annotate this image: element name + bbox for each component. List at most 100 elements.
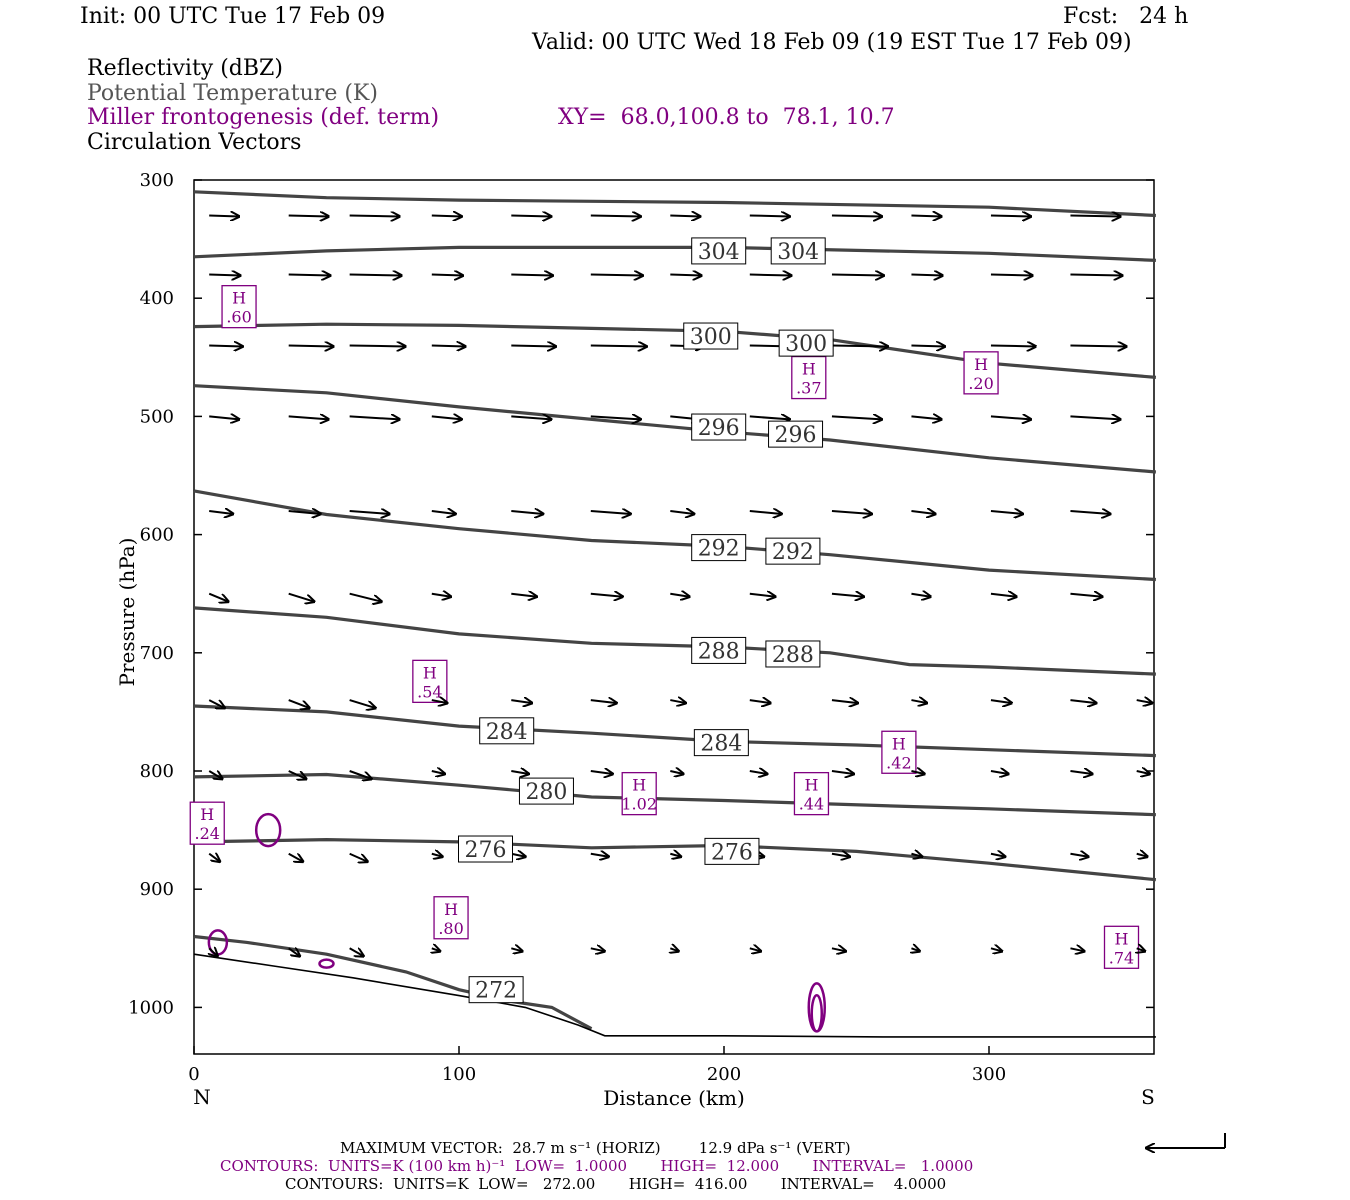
- circulation-vector: [1070, 771, 1092, 774]
- x-tick-label: 0: [188, 1064, 199, 1085]
- fg-max-symbol: H: [974, 355, 988, 374]
- contour-label-288: 288: [772, 643, 814, 668]
- contour-label-box: [770, 237, 826, 265]
- contour-label-280: 280: [525, 780, 567, 805]
- fg-max-value: .37: [796, 379, 821, 398]
- x-tick-label: 100: [442, 1064, 476, 1085]
- circulation-vector: [990, 416, 1031, 419]
- circulation-vector: [1070, 594, 1102, 597]
- circulation-vector: [209, 275, 240, 276]
- circulation-vector: [749, 948, 761, 951]
- circulation-vector: [431, 416, 462, 419]
- circulation-vector: [431, 854, 443, 857]
- contour-label-box: [765, 640, 821, 668]
- circulation-vector: [288, 592, 315, 602]
- fg-max-value: 1.02: [621, 795, 657, 814]
- circulation-vector: [670, 594, 689, 597]
- contour-label-box: [765, 537, 821, 565]
- fg-max-value: .44: [799, 795, 824, 814]
- contour-label-box: [691, 237, 747, 265]
- theta-contour-caption: CONTOURS: UNITS=K LOW= 272.00 HIGH= 416.…: [285, 1175, 947, 1193]
- circulation-vector: [749, 416, 790, 419]
- circulation-vector: [1070, 416, 1120, 419]
- circulation-vector: [670, 215, 700, 216]
- init-time: Init: 00 UTC Tue 17 Feb 09: [80, 4, 386, 29]
- circulation-vector: [990, 854, 1005, 857]
- circulation-vector: [288, 511, 321, 514]
- circulation-vector: [511, 948, 522, 951]
- circulation-vector: [511, 594, 537, 597]
- y-tick-label: 900: [140, 879, 174, 900]
- theta-contour-288: [193, 606, 1156, 676]
- circulation-vector: [349, 345, 406, 346]
- circulation-vector: [1136, 700, 1153, 703]
- fg-max-value: .60: [226, 308, 251, 327]
- circulation-vector: [670, 854, 681, 857]
- y-tick-label: 400: [140, 288, 174, 309]
- circulation-vector: [1137, 948, 1145, 951]
- circulation-vector: [911, 854, 922, 857]
- circulation-vector: [911, 416, 941, 419]
- circulation-vector: [831, 854, 850, 857]
- contour-label-300: 300: [785, 332, 827, 357]
- fg-max-symbol: H: [444, 900, 458, 919]
- y-tick-label: 600: [140, 525, 174, 546]
- fg-max-symbol: H: [423, 663, 437, 682]
- circulation-vector: [209, 416, 239, 419]
- contour-label-284: 284: [486, 720, 528, 745]
- circulation-vector: [749, 594, 776, 597]
- circulation-vector: [911, 345, 945, 346]
- circulation-vector: [670, 948, 678, 951]
- fg-max-value: .74: [1109, 948, 1134, 967]
- contour-label-304: 304: [698, 240, 740, 265]
- reference-vector: [1146, 1133, 1226, 1148]
- theta-contour-272: [193, 934, 593, 1031]
- circulation-vector: [749, 771, 768, 774]
- x-tick-label: 300: [972, 1064, 1006, 1085]
- circulation-vector: [349, 215, 400, 216]
- fg-max-symbol: H: [802, 360, 816, 379]
- circulation-vector: [911, 948, 919, 951]
- y-tick-label: 500: [140, 406, 174, 427]
- fg-max-box: [791, 355, 827, 400]
- circulation-vector: [590, 948, 605, 951]
- terrain-line: [193, 953, 1156, 1038]
- circulation-vector: [831, 700, 858, 703]
- circulation-vector: [511, 511, 543, 514]
- circulation-vector: [911, 511, 935, 514]
- circulation-vector: [831, 948, 846, 951]
- fg-max-box: [963, 351, 999, 395]
- circulation-vector: [288, 345, 334, 346]
- fg-max-box: [621, 771, 657, 816]
- fg-max-symbol: H: [1115, 929, 1129, 948]
- contour-label-box: [683, 322, 739, 350]
- circulation-vector: [911, 594, 930, 597]
- circulation-vector: [831, 511, 872, 514]
- contour-label-276: 276: [711, 840, 753, 865]
- contour-label-box: [518, 777, 574, 805]
- circulation-vector: [1070, 948, 1084, 951]
- contour-label-276: 276: [465, 838, 507, 863]
- circulation-vector: [1136, 771, 1150, 774]
- circulation-vector: [288, 852, 303, 862]
- circulation-vector: [511, 854, 525, 857]
- circulation-vector: [511, 416, 551, 419]
- circulation-vector: [749, 700, 771, 703]
- contour-label-box: [704, 837, 760, 865]
- y-axis-title: Pressure (hPa): [115, 538, 139, 687]
- circulation-vector: [590, 215, 641, 216]
- circulation-vector: [911, 215, 941, 216]
- circulation-vector: [590, 594, 623, 597]
- circulation-vector: [288, 948, 300, 956]
- theta-contour-304: [193, 190, 1156, 218]
- theta-contour-304: [193, 245, 1156, 262]
- fg-max-symbol: H: [804, 776, 818, 795]
- circulation-vector: [349, 699, 376, 708]
- circulation-vector: [511, 700, 532, 703]
- circulation-vector: [831, 594, 864, 597]
- y-tick-label: 1000: [128, 997, 174, 1018]
- fg-max-value: .54: [417, 682, 442, 701]
- circulation-vector: [431, 594, 451, 597]
- legend-reflectivity: Reflectivity (dBZ): [87, 56, 283, 81]
- circulation-vector: [590, 771, 613, 774]
